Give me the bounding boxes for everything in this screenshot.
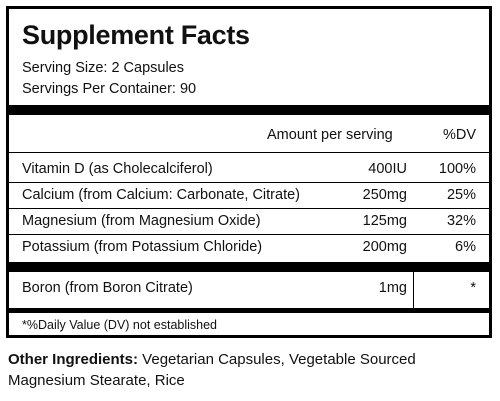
column-divider bbox=[413, 272, 414, 308]
nutrient-dv: 100% bbox=[438, 161, 476, 177]
nutrient-name: Potassium (from Potassium Chloride) bbox=[22, 239, 263, 255]
nutrient-amount: 200mg bbox=[362, 239, 407, 255]
nutrient-amount: 250mg bbox=[362, 187, 407, 203]
header-dv: %DV bbox=[442, 127, 476, 143]
nutrient-amount: 400IU bbox=[368, 161, 407, 177]
nutrient-dv: * bbox=[470, 280, 476, 296]
nutrient-amount: 1mg bbox=[378, 280, 407, 296]
nutrient-name: Magnesium (from Magnesium Oxide) bbox=[22, 213, 261, 229]
nutrient-name: Boron (from Boron Citrate) bbox=[22, 280, 193, 296]
nutrient-row: Magnesium (from Magnesium Oxide) 125mg 3… bbox=[9, 208, 489, 234]
nutrient-row: Vitamin D (as Cholecalciferol) 400IU 100… bbox=[9, 156, 489, 182]
supplement-facts-panel: Supplement Facts Serving Size: 2 Capsule… bbox=[6, 6, 492, 338]
nutrient-dv: 25% bbox=[446, 187, 476, 203]
nutrient-dv: 32% bbox=[446, 213, 476, 229]
footnote: *%Daily Value (DV) not established bbox=[22, 318, 218, 332]
thick-divider bbox=[9, 262, 489, 272]
servings-per-container: Servings Per Container: 90 bbox=[22, 81, 197, 97]
other-ingredients: Other Ingredients: Vegetarian Capsules, … bbox=[8, 349, 494, 391]
other-ingredients-label: Other Ingredients: bbox=[8, 351, 139, 368]
panel-title: Supplement Facts bbox=[22, 20, 250, 50]
other-ingredients-text: Vegetarian Capsules, Vegetable Sourced M… bbox=[8, 351, 416, 389]
nutrient-name: Vitamin D (as Cholecalciferol) bbox=[22, 161, 213, 177]
divider bbox=[9, 182, 489, 183]
divider bbox=[9, 234, 489, 235]
thick-divider bbox=[9, 308, 489, 313]
header-amount: Amount per serving bbox=[267, 127, 393, 143]
nutrient-row: Boron (from Boron Citrate) 1mg * bbox=[9, 275, 489, 301]
divider bbox=[9, 208, 489, 209]
serving-size: Serving Size: 2 Capsules bbox=[22, 60, 184, 76]
nutrient-amount: 125mg bbox=[362, 213, 407, 229]
thick-divider bbox=[9, 105, 489, 115]
nutrient-dv: 6% bbox=[455, 239, 476, 255]
nutrient-name: Calcium (from Calcium: Carbonate, Citrat… bbox=[22, 187, 300, 203]
nutrient-row: Calcium (from Calcium: Carbonate, Citrat… bbox=[9, 182, 489, 208]
nutrient-row: Potassium (from Potassium Chloride) 200m… bbox=[9, 234, 489, 260]
divider bbox=[9, 152, 489, 153]
